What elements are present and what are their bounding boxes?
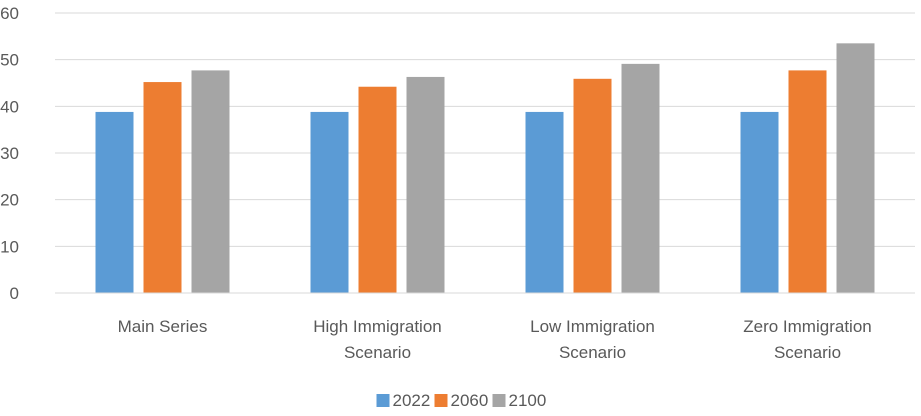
bars bbox=[95, 43, 875, 294]
legend-label-2022: 2022 bbox=[393, 391, 431, 410]
y-tick-label: 0 bbox=[10, 284, 19, 303]
gridlines bbox=[55, 12, 915, 247]
bar-2022-low-immigration-scenario bbox=[525, 111, 564, 293]
legend-label-2060: 2060 bbox=[451, 391, 489, 410]
y-tick-label: 40 bbox=[0, 97, 19, 116]
legend-swatch-2022 bbox=[376, 394, 390, 407]
x-category-label: Low Immigration bbox=[530, 317, 655, 336]
y-tick-label: 20 bbox=[0, 191, 19, 210]
y-tick-label: 50 bbox=[0, 51, 19, 70]
x-category-label: Zero Immigration bbox=[743, 317, 871, 336]
bar-2100-main-series bbox=[191, 70, 230, 294]
y-axis-tick-labels: 0 10 20 30 40 50 60 bbox=[0, 4, 19, 303]
y-tick-label: 30 bbox=[0, 144, 19, 163]
bar-2060-low-immigration-scenario bbox=[573, 78, 612, 293]
bar-2022-main-series bbox=[95, 111, 134, 293]
x-category-label: High Immigration bbox=[313, 317, 442, 336]
y-tick-label: 60 bbox=[0, 4, 19, 23]
x-category-label: Scenario bbox=[344, 343, 411, 362]
x-category-label: Main Series bbox=[118, 317, 208, 336]
bar-2022-high-immigration-scenario bbox=[310, 111, 349, 293]
legend-swatch-2060 bbox=[434, 394, 448, 407]
legend-swatch-2100 bbox=[492, 394, 506, 407]
x-category-label: Scenario bbox=[774, 343, 841, 362]
legend-label-2100: 2100 bbox=[509, 391, 547, 410]
bar-2022-zero-immigration-scenario bbox=[740, 111, 779, 293]
bar-2100-low-immigration-scenario bbox=[621, 63, 660, 293]
bar-2100-high-immigration-scenario bbox=[406, 76, 445, 293]
bar-2060-zero-immigration-scenario bbox=[788, 70, 827, 294]
bar-2060-high-immigration-scenario bbox=[358, 86, 397, 293]
x-category-label: Scenario bbox=[559, 343, 626, 362]
y-tick-label: 10 bbox=[0, 237, 19, 256]
bar-2100-zero-immigration-scenario bbox=[836, 43, 875, 294]
bar-2060-main-series bbox=[143, 82, 182, 293]
legend: 2022 2060 2100 bbox=[376, 391, 547, 410]
x-axis-category-labels: Main Series High Immigration Scenario Low I… bbox=[118, 317, 872, 362]
